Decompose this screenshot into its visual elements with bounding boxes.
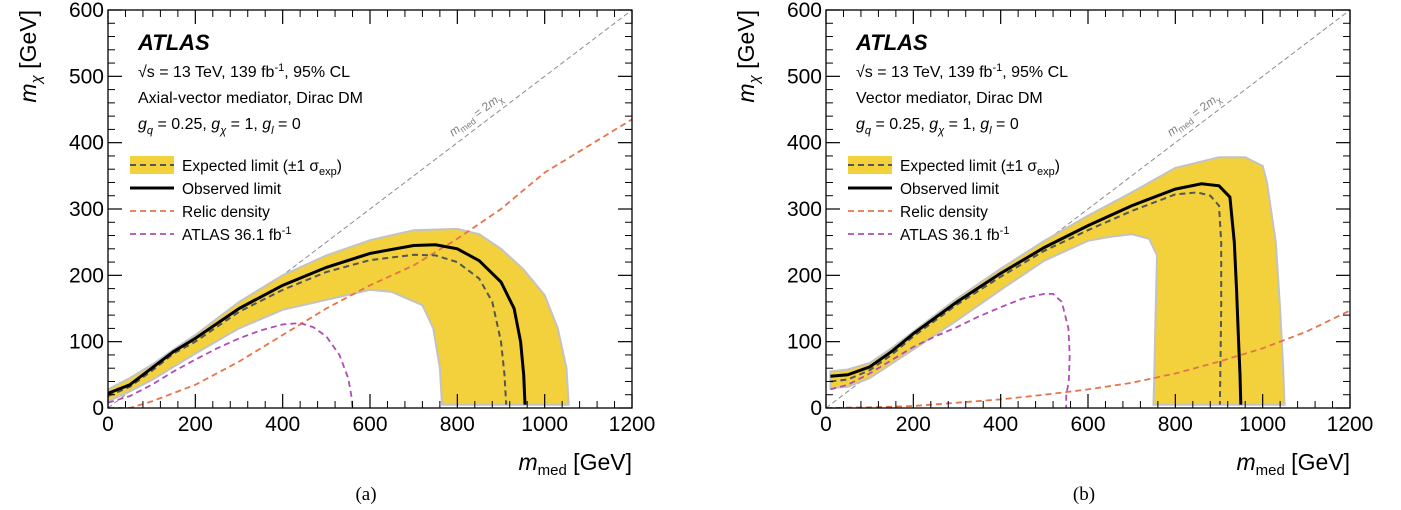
x-axis-title: mmed [GeV] (518, 449, 632, 479)
mediator-text: Axial-vector mediator, Dirac DM (138, 90, 363, 107)
x-axis-title: mmed [GeV] (1236, 449, 1350, 479)
lumi-text: √s = 13 TeV, 139 fb-1, 95% CL (138, 62, 350, 81)
panel-a: 0 200 400 600 800 1000 1200 0 100 200 300 400 500 600… (15, 0, 655, 505)
y-tick-label: 200 (69, 264, 104, 287)
diagonal-line (108, 10, 632, 408)
x-tick-label: 400 (983, 413, 1018, 436)
atlas-label: ATLAS (855, 30, 928, 55)
mediator-text: Vector mediator, Dirac DM (856, 90, 1043, 107)
x-tick-label: 1000 (521, 413, 568, 436)
y-tick-label: 500 (787, 65, 822, 88)
atlas-36-curve (830, 292, 1071, 408)
y-tick-label: 600 (69, 0, 104, 22)
x-tick-label: 800 (1158, 413, 1193, 436)
panel-b: 0 200 400 600 800 1000 1200 0 100 200 300 400 500 600… (733, 0, 1373, 505)
couplings-text: gq = 0.25, gχ = 1, gl = 0 (138, 116, 301, 137)
x-tick-label: 400 (265, 413, 300, 436)
atlas-label: ATLAS (137, 30, 210, 55)
observed-limit-curve (830, 182, 1243, 405)
legend-relic-label: Relic density (900, 204, 988, 221)
legend-expected-label: Expected limit (±1 σexp) (182, 158, 342, 178)
expected-band (108, 227, 570, 406)
y-tick-label: 100 (787, 331, 822, 354)
x-tick-label: 0 (102, 413, 114, 436)
y-tick-label: 400 (69, 132, 104, 155)
x-tick-label: 600 (352, 413, 387, 436)
diagonal-line (826, 10, 1350, 408)
legend-atlas36-label: ATLAS 36.1 fb-1 (182, 225, 291, 244)
x-tick-label: 600 (1070, 413, 1105, 436)
y-tick-label: 300 (69, 198, 104, 221)
expected-limit-curve (108, 253, 508, 405)
y-tick-label: 400 (787, 132, 822, 155)
x-tick-label: 1200 (609, 413, 656, 436)
relic-density-curve (826, 309, 1350, 408)
observed-limit-curve (108, 243, 527, 405)
x-tick-label: 1200 (1327, 413, 1374, 436)
panel-caption: (b) (1073, 484, 1095, 505)
atlas-36-curve (108, 322, 354, 408)
y-tick-label: 200 (787, 264, 822, 287)
y-tick-label: 100 (69, 331, 104, 354)
x-tick-label: 0 (820, 413, 832, 436)
y-axis-title: mχ [GeV] (15, 10, 45, 103)
y-tick-label: 0 (92, 397, 104, 420)
legend-observed-label: Observed limit (182, 181, 282, 198)
legend-atlas36-label: ATLAS 36.1 fb-1 (900, 225, 1009, 244)
diagonal-label: mmed = 2mχ (446, 90, 506, 141)
y-axis-title: mχ [GeV] (733, 10, 763, 103)
couplings-text: gq = 0.25, gχ = 1, gl = 0 (856, 116, 1019, 137)
x-tick-label: 200 (178, 413, 213, 436)
lumi-text: √s = 13 TeV, 139 fb-1, 95% CL (856, 62, 1068, 81)
panel-caption: (a) (355, 484, 376, 505)
legend-expected-label: Expected limit (±1 σexp) (900, 158, 1060, 178)
y-tick-label: 500 (69, 65, 104, 88)
y-tick-label: 0 (810, 397, 822, 420)
diagonal-label: mmed = 2mχ (1164, 90, 1224, 141)
plot-area (826, 10, 1350, 408)
legend-observed-label: Observed limit (900, 181, 1000, 198)
x-tick-label: 800 (440, 413, 475, 436)
y-tick-label: 300 (787, 198, 822, 221)
legend-relic-label: Relic density (182, 204, 270, 221)
y-tick-label: 600 (787, 0, 822, 22)
relic-density-curve (108, 118, 632, 408)
expected-limit-curve (830, 191, 1223, 405)
x-tick-label: 1000 (1239, 413, 1286, 436)
expected-band (829, 156, 1286, 406)
x-tick-label: 200 (896, 413, 931, 436)
plot-area (108, 10, 632, 408)
